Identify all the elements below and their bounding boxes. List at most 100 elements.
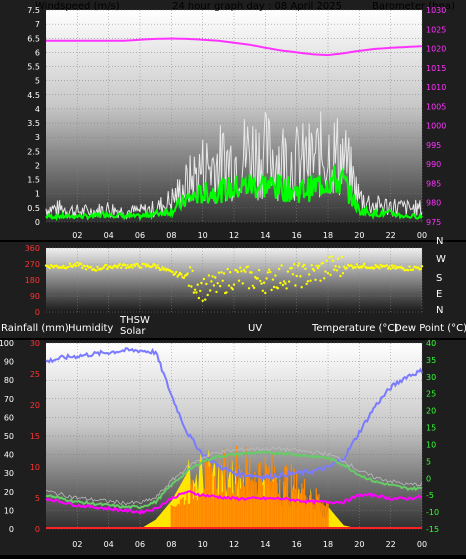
wind-direction-point (390, 264, 394, 267)
wind-direction-point (304, 267, 307, 270)
humidity-tick-label: 100 (0, 339, 14, 348)
temperature-tick-label: -15 (426, 525, 439, 534)
wind-direction-point (299, 275, 302, 278)
wind-direction-point (408, 265, 411, 268)
wind-direction-point (334, 265, 337, 268)
wind-direction-point (363, 262, 366, 266)
wind-tick-label: 5.5 (27, 63, 40, 72)
wind-direction-point (256, 277, 259, 280)
wind-direction-point (217, 271, 221, 274)
wind-direction-point (130, 263, 133, 267)
wind-direction-point (306, 280, 310, 283)
dewpoint-line (45, 490, 423, 515)
wind-direction-point (329, 273, 332, 277)
wind-direction-point (157, 266, 160, 270)
temperature-tick-label: -10 (426, 508, 439, 517)
wind-direction-point (378, 267, 381, 270)
compass-label: S (436, 273, 442, 284)
wind-direction-point (105, 263, 108, 267)
wind-direction-point (225, 291, 228, 294)
wind-direction-point (192, 291, 196, 294)
humidity-tick-label: 20 (4, 488, 14, 497)
wind-direction-point (207, 274, 211, 277)
uv-label: UV (248, 323, 262, 334)
wind-direction-point (355, 263, 358, 266)
wind-tick-label: 1 (35, 190, 40, 199)
humidity-tick-label: 50 (4, 432, 14, 441)
direction-tick-label: 90 (30, 292, 40, 301)
wind-direction-point (96, 265, 99, 269)
wind-direction-point (345, 266, 348, 270)
baro-tick-label: 990 (426, 160, 441, 169)
wind-direction-point (250, 271, 253, 274)
wind-direction-point (128, 265, 132, 269)
rain-tick-label: 15 (30, 432, 40, 441)
wind-direction-point (246, 265, 249, 268)
wind-direction-point (161, 266, 164, 269)
wind-direction-point (220, 271, 223, 274)
x-tick-label: 14 (260, 231, 270, 240)
x-tick-label: 04 (104, 540, 114, 549)
wind-direction-point (177, 273, 181, 276)
temperature-tick-label: 25 (426, 390, 436, 399)
wind-direction-point (106, 267, 109, 271)
wind-direction-point (123, 264, 127, 267)
wind-direction-point (420, 265, 424, 268)
wind-direction-point (374, 263, 377, 267)
wind-tick-label: 6.5 (27, 34, 40, 43)
wind-direction-point (261, 289, 264, 292)
wind-direction-point (205, 282, 208, 286)
wind-direction-point (171, 270, 174, 274)
wind-direction-point (252, 286, 256, 289)
temperature-tick-label: 35 (426, 356, 436, 365)
x-tick-label: 12 (229, 231, 239, 240)
wind-direction-point (190, 285, 193, 288)
wind-direction-point (326, 272, 330, 275)
wind-direction-point (360, 266, 363, 269)
wind-direction-point (241, 282, 244, 285)
wind-direction-point (325, 259, 328, 262)
humidity-label: Humidity (68, 323, 113, 334)
wind-tick-label: 4 (35, 105, 40, 114)
wind-tick-label: 5 (35, 77, 40, 86)
wind-direction-point (310, 264, 313, 267)
wind-direction-point (187, 284, 191, 287)
wind-tick-label: 6 (35, 48, 40, 57)
wind-direction-point (73, 263, 77, 266)
temperature-tick-label: 0 (426, 474, 431, 483)
wind-direction-point (48, 266, 51, 270)
wind-direction-point (156, 264, 159, 267)
baro-tick-label: 1015 (426, 64, 446, 73)
humidity-tick-label: 10 (4, 506, 14, 515)
humidity-tick-label: 70 (4, 395, 14, 404)
wind-direction-point (336, 257, 340, 260)
wind-direction-point (308, 273, 311, 276)
rain-tick-label: 30 (30, 339, 40, 348)
wind-direction-point (361, 264, 365, 268)
wind-direction-point (236, 270, 239, 274)
wind-direction-point (237, 279, 241, 282)
temperature-line (45, 450, 423, 510)
wind-direction-point (267, 268, 271, 271)
wind-direction-point (269, 270, 272, 274)
wind-direction-point (145, 265, 148, 268)
x-tick-label: 12 (229, 540, 239, 549)
wind-direction-point (136, 262, 139, 266)
wind-direction-point (131, 266, 134, 269)
wind-direction-point (282, 280, 286, 283)
baro-tick-label: 1025 (426, 25, 446, 34)
direction-tick-label: 360 (25, 244, 40, 253)
wind-direction-point (393, 264, 396, 267)
wind-direction-point (240, 270, 243, 273)
wind-direction-point (270, 288, 273, 292)
wind-direction-point (290, 266, 293, 270)
wind-direction-point (214, 276, 217, 279)
x-tick-label: 04 (104, 231, 114, 240)
x-tick-label: 02 (72, 231, 82, 240)
temperature-tick-label: 20 (426, 407, 436, 416)
wind-direction-point (388, 265, 391, 268)
wind-direction-point (284, 282, 287, 285)
compass-label: N (436, 236, 443, 247)
wind-direction-point (182, 276, 186, 280)
